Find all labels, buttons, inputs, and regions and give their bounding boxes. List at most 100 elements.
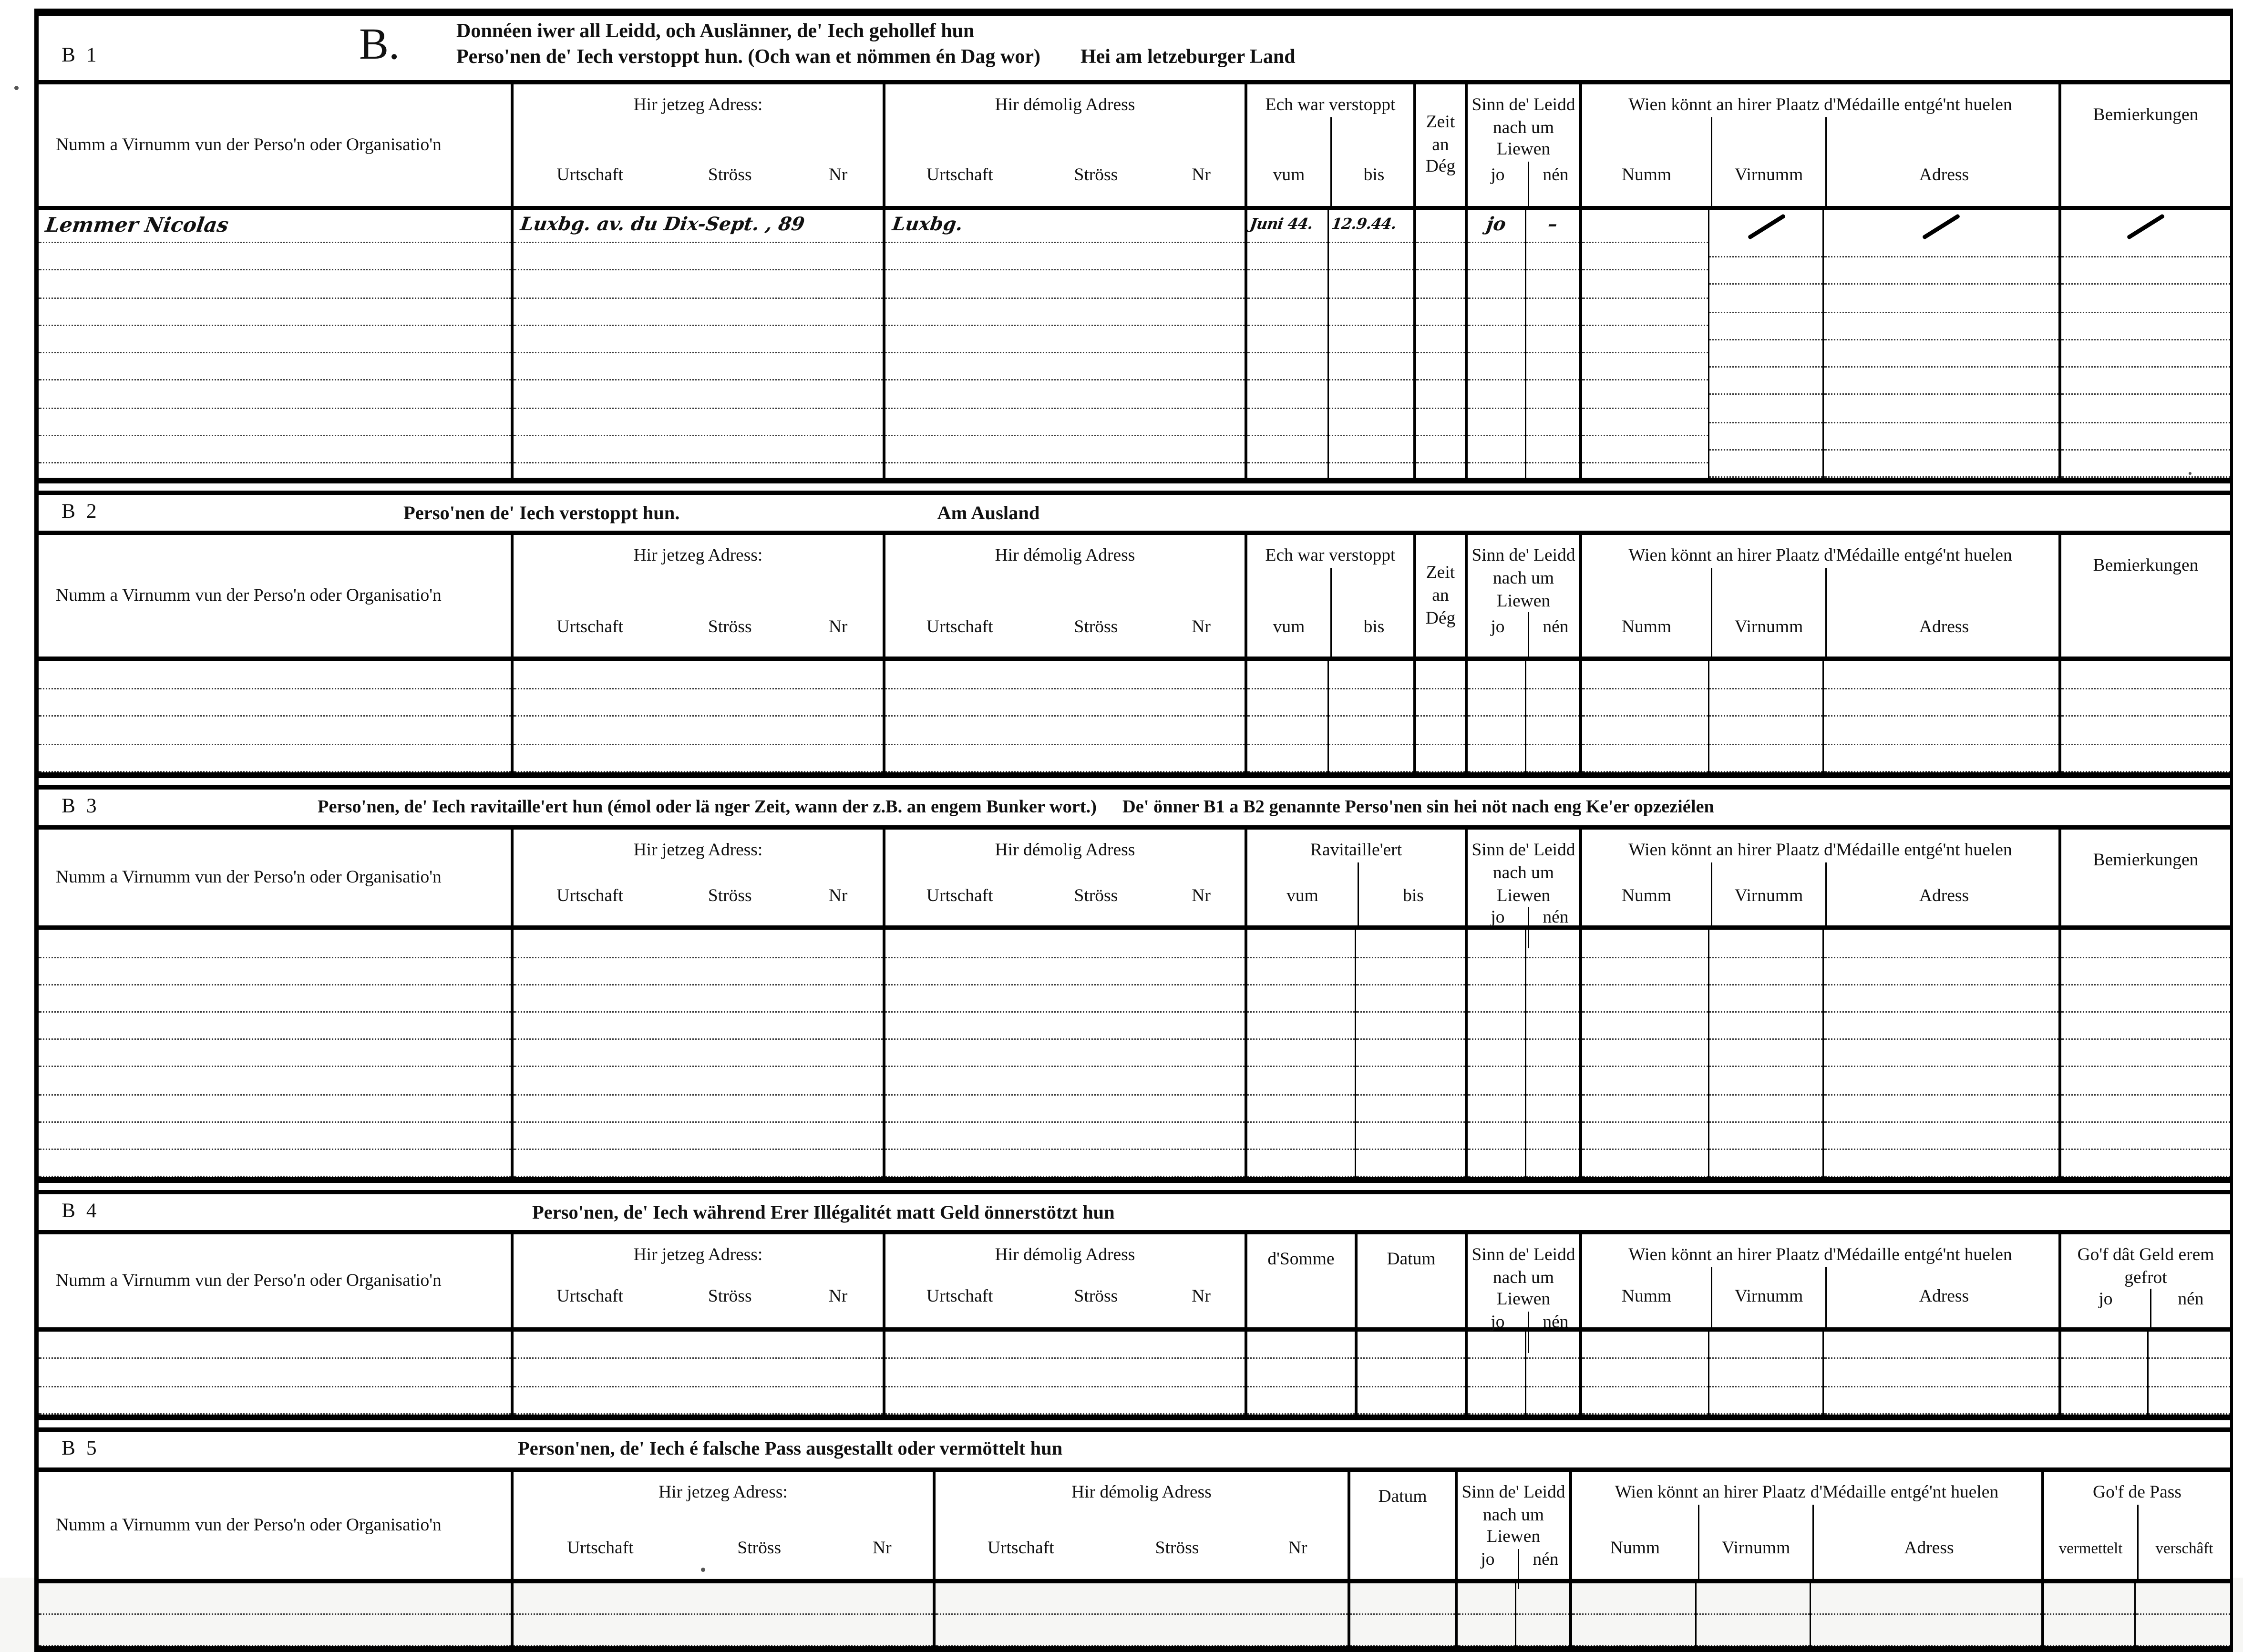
col-ravitailleert: Ravitaille'ert vum bis	[1245, 830, 1465, 926]
b1-body-numm	[1579, 210, 1708, 479]
sub-numm: Numm	[1621, 165, 1672, 185]
sub-urtschaft: Urtschaft	[556, 1286, 623, 1307]
sub-bis: bis	[1330, 568, 1416, 657]
sub-adress: Adress	[1825, 568, 2061, 657]
b4-body-jo	[1465, 1332, 1525, 1415]
sub-jo: jo	[1491, 907, 1505, 927]
b1-body-zeit	[1413, 210, 1465, 479]
table-b2-header: Numm a Virnumm vun der Perso'n oder Orga…	[39, 535, 2230, 662]
sub-vum: vum	[1286, 885, 1318, 905]
sub-nen: nén	[2150, 1289, 2230, 1330]
b2-body-current-address	[511, 661, 883, 773]
sub-nr: Nr	[828, 1286, 848, 1307]
sub-adress: Adress	[1825, 1267, 2061, 1328]
col-former-address: Hir démolig Adress Urtschaft Ströss Nr	[883, 1234, 1245, 1328]
section-b4-id: B 4	[62, 1200, 100, 1223]
section-b3-title: Perso'nen, de' Iech ravitaille'ert hun (…	[318, 797, 1097, 818]
b5-body-numm	[1569, 1583, 1695, 1646]
b3-body-virnumm	[1708, 930, 1822, 1178]
sub-adress: Adress	[1825, 862, 2061, 926]
scan-speck	[2189, 472, 2192, 475]
table-b1: Numm a Virnumm vun der Perso'n oder Orga…	[39, 84, 2230, 484]
b4-body-adress	[1822, 1332, 2058, 1415]
table-b5: Numm a Virnumm vun der Perso'n oder Orga…	[39, 1471, 2230, 1652]
b4-body-gof-nen	[2147, 1332, 2230, 1415]
slash-mark	[1922, 213, 1961, 240]
sub-verschaft: verschâft	[2137, 1504, 2230, 1579]
slash-mark	[2126, 213, 2165, 240]
sub-nr: Nr	[1288, 1538, 1307, 1558]
b1-body-nen: –	[1525, 210, 1579, 479]
b3-body-name	[39, 930, 511, 1178]
b3-body-nen	[1525, 930, 1579, 1178]
b2-body-vum	[1245, 661, 1327, 773]
form-document: B 1 B. Donnéen iwer all Leidd, och Auslä…	[34, 9, 2233, 1652]
col-still-alive: Sinn de' Leidd nach um Liewen jo nén	[1465, 535, 1579, 657]
b3-body-remarks	[2058, 930, 2230, 1178]
col-former-address: Hir démolig Adress Urtschaft Ströss Nr	[883, 535, 1245, 657]
sub-nr: Nr	[828, 165, 848, 185]
b4-body-gof-jo	[2058, 1332, 2147, 1415]
table-b3-body	[39, 930, 2230, 1178]
table-b4: Numm a Virnumm vun der Perso'n oder Orga…	[39, 1234, 2230, 1420]
col-medal-substitute: Wien könnt an hirer Plaatz d'Médaille en…	[1579, 84, 2058, 206]
form-header-band: B 1 B. Donnéen iwer all Leidd, och Auslä…	[39, 16, 2230, 84]
b3-body-jo	[1465, 930, 1525, 1178]
col-current-address: Hir jetzeg Adress: Urtschaft Ströss Nr	[511, 535, 883, 657]
sub-nr: Nr	[1192, 616, 1211, 636]
col-remarks: Bemierkungen	[2058, 535, 2230, 657]
sub-stross: Ströss	[708, 616, 752, 636]
sub-stross: Ströss	[708, 165, 752, 185]
col-current-address: Hir jetzeg Adress: Urtschaft Ströss Nr	[511, 84, 883, 206]
section-b2-subtitle: Am Ausland	[937, 502, 1040, 523]
col-medal-substitute: Wien könnt an hirer Plaatz d'Médaille en…	[1579, 535, 2058, 657]
b1-body-former-address: Luxbg.	[883, 210, 1245, 479]
section-b5-title: Person'nen, de' Iech é falsche Pass ausg…	[518, 1438, 1063, 1460]
col-name-org: Numm a Virnumm vun der Perso'n oder Orga…	[56, 867, 442, 887]
sub-urtschaft: Urtschaft	[926, 165, 993, 185]
col-name-org: Numm a Virnumm vun der Perso'n oder Orga…	[56, 1514, 442, 1534]
entry-name: Lemmer Nicolas	[43, 215, 230, 237]
b5-body-former-address	[933, 1583, 1348, 1646]
form-title-line2: Perso'nen de' Iech verstoppt hun. (Och w…	[456, 47, 1296, 69]
form-title-location: Hei am letzeburger Land	[1080, 47, 1296, 69]
col-gof-de-pass: Go'f de Pass vermettelt verschâft	[2041, 1471, 2230, 1579]
b1-body-name: Lemmer Nicolas	[39, 210, 511, 478]
entry-hidden-from: Juni 44.	[1248, 216, 1314, 233]
sub-nen: nén	[1528, 907, 1582, 948]
col-still-alive: Sinn de' Leidd nach um Liewen jo nén	[1465, 1234, 1579, 1353]
section-b1-id: B 1	[62, 44, 100, 67]
sub-nr: Nr	[1192, 165, 1211, 185]
form-letter: B.	[359, 19, 400, 69]
form-title-line1: Donnéen iwer all Leidd, och Auslänner, d…	[456, 21, 975, 43]
entry-hidden-to: 12.9.44.	[1330, 216, 1398, 233]
sub-stross: Ströss	[1074, 1286, 1118, 1307]
form-title: Donnéen iwer all Leidd, och Auslänner, d…	[456, 20, 1296, 72]
col-current-address: Hir jetzeg Adress: Urtschaft Ströss Nr	[511, 1234, 883, 1328]
b3-body-numm	[1579, 930, 1708, 1178]
section-b2-id: B 2	[62, 501, 100, 524]
table-b1-header: Numm a Virnumm vun der Perso'n oder Orga…	[39, 84, 2230, 210]
sub-jo: jo	[1491, 1311, 1505, 1332]
entry-alive-jo: jo	[1485, 215, 1507, 236]
sub-bis: bis	[1330, 116, 1416, 206]
table-b2: Numm a Virnumm vun der Perso'n oder Orga…	[39, 535, 2230, 779]
b3-body-adress	[1822, 930, 2058, 1178]
col-medal-substitute: Wien könnt an hirer Plaatz d'Médaille en…	[1579, 830, 2058, 926]
b2-body-nen	[1525, 661, 1579, 773]
col-datum: Datum	[1348, 1471, 1455, 1579]
sub-jo: jo	[1481, 1549, 1495, 1569]
b5-body-datum	[1348, 1583, 1455, 1646]
b2-body-bis	[1327, 661, 1413, 773]
b2-body-former-address	[883, 661, 1245, 773]
b4-body-nen	[1525, 1332, 1579, 1415]
sub-vermettelt: vermettelt	[2058, 1540, 2123, 1558]
entry-former-address: Luxbg.	[891, 215, 964, 236]
sub-nen: nén	[1518, 1549, 1572, 1590]
col-medal-substitute: Wien könnt an hirer Plaatz d'Médaille en…	[1579, 1234, 2061, 1328]
sub-urtschaft: Urtschaft	[987, 1538, 1054, 1558]
col-still-alive: Sinn de' Leidd nach um Liewen jo nén	[1465, 84, 1579, 206]
sub-nen: nén	[1528, 1311, 1582, 1353]
